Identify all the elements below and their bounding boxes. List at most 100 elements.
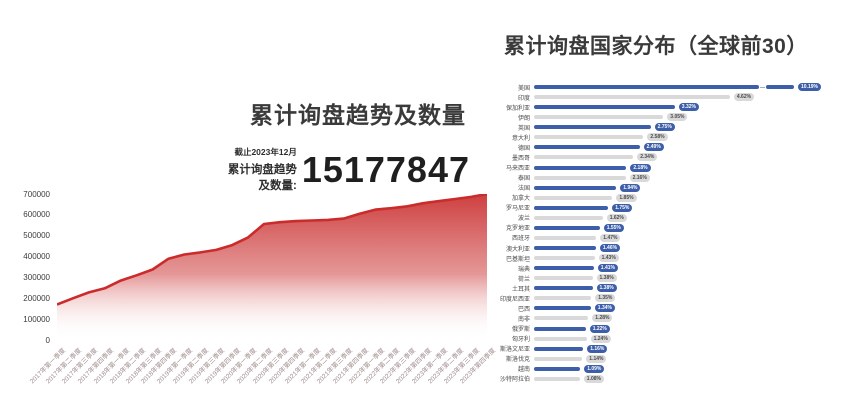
country-value-badge: 1.47% — [600, 233, 621, 242]
country-bar-row: 墨西哥 2.34% — [490, 153, 850, 162]
country-bar-row: 印度尼西亚 1.35% — [490, 294, 850, 303]
country-label: 意大利 — [511, 135, 530, 142]
country-bar-row: 美国 10.19% — [490, 83, 850, 92]
country-bar — [534, 175, 626, 180]
country-bar — [534, 95, 730, 100]
country-label: 沙特阿拉伯 — [499, 377, 530, 384]
country-bar — [534, 366, 581, 371]
country-value-badge: 1.75% — [612, 203, 633, 212]
country-label: 斯洛文尼亚 — [499, 347, 530, 354]
country-bar-segment — [534, 85, 759, 89]
country-value-badge: 1.28% — [592, 314, 613, 323]
country-bar — [534, 205, 609, 210]
stats-as-of-date: 截止2023年12月 — [234, 147, 297, 157]
country-bar — [534, 336, 587, 341]
country-label: 斯洛伐克 — [505, 357, 530, 364]
bar-break-icon — [759, 85, 766, 89]
country-value-badge: 3.05% — [667, 113, 688, 122]
country-value-badge: 2.58% — [647, 133, 668, 142]
country-bar — [534, 165, 627, 170]
country-bar — [534, 105, 675, 110]
country-bar — [534, 145, 640, 150]
country-label: 伊朗 — [517, 115, 530, 122]
country-label: 法国 — [517, 186, 530, 193]
trend-y-tick: 300000 — [23, 272, 50, 282]
country-label: 德国 — [517, 145, 530, 152]
country-label: 印度尼西亚 — [499, 296, 530, 303]
country-value-badge: 2.75% — [654, 123, 675, 132]
country-label: 荷兰 — [517, 276, 530, 283]
country-label: 土耳其 — [511, 286, 530, 293]
country-label: 英国 — [517, 125, 530, 132]
country-bar-row: 巴基斯坦 1.43% — [490, 254, 850, 263]
country-bar-row: 越南 1.09% — [490, 364, 850, 373]
country-bar-row: 斯洛文尼亚 1.16% — [490, 344, 850, 354]
country-bar — [534, 286, 593, 291]
country-label: 巴基斯坦 — [505, 256, 530, 263]
trend-area-fill — [57, 194, 487, 340]
trend-y-tick: 700000 — [23, 189, 50, 199]
trend-y-tick: 0 — [45, 335, 50, 345]
country-value-badge: 1.43% — [598, 254, 619, 263]
country-bar — [534, 155, 634, 160]
country-value-badge: 3.32% — [678, 103, 699, 112]
trend-chart-title: 累计询盘趋势及数量 — [250, 102, 466, 128]
country-bar-row: 保加利亚 3.32% — [490, 103, 850, 112]
country-label: 美国 — [517, 85, 530, 92]
country-bar — [534, 185, 617, 190]
country-bar-row: 伊朗 3.05% — [490, 113, 850, 122]
country-bar — [534, 256, 595, 261]
country-bar-row: 俄罗斯 1.22% — [490, 324, 850, 333]
country-bar-row: 土耳其 1.38% — [490, 284, 850, 293]
country-label: 巴西 — [517, 306, 530, 313]
country-bar — [534, 266, 594, 271]
country-bar — [534, 306, 591, 311]
country-bar — [534, 376, 580, 381]
country-bar — [534, 215, 603, 220]
country-value-badge: 2.16% — [629, 173, 650, 182]
trend-y-tick: 100000 — [23, 314, 50, 324]
trend-y-tick: 600000 — [23, 210, 50, 220]
country-label: 泰国 — [517, 176, 530, 183]
country-bar-row: 马来西亚 2.18% — [490, 163, 850, 172]
country-value-badge: 1.22% — [589, 324, 610, 333]
country-bar-row: 泰国 2.16% — [490, 173, 850, 183]
country-value-badge: 1.16% — [587, 344, 608, 353]
country-value-badge: 4.62% — [733, 93, 755, 102]
country-bar — [534, 115, 664, 120]
country-bar — [534, 276, 593, 281]
country-value-badge: 1.09% — [584, 364, 605, 373]
country-bar-row: 意大利 2.58% — [490, 133, 850, 142]
country-label: 澳大利亚 — [505, 246, 530, 253]
stats-captions: 截止2023年12月 累计询盘趋势及数量: — [225, 146, 297, 193]
country-value-badge: 1.34% — [594, 304, 615, 313]
country-value-badge: 1.55% — [603, 223, 624, 232]
country-bar-row: 澳大利亚 1.46% — [490, 244, 850, 253]
country-bar-segment — [766, 85, 794, 89]
country-value-badge: 1.14% — [586, 354, 607, 363]
country-value-badge: 1.41% — [597, 264, 618, 273]
country-value-badge: 1.38% — [596, 274, 617, 283]
country-bar-row: 荷兰 1.38% — [490, 274, 850, 283]
country-value-badge: 10.19% — [798, 83, 821, 91]
country-bar-row: 印度 4.62% — [490, 93, 850, 102]
country-bar-row: 德国 2.49% — [490, 143, 850, 152]
country-bar-row: 加拿大 1.85% — [490, 193, 850, 202]
country-bar — [534, 316, 589, 321]
country-value-badge: 2.18% — [630, 163, 651, 172]
country-bar-row: 瑞典 1.41% — [490, 264, 850, 273]
country-bar-row: 匈牙利 1.24% — [490, 334, 850, 343]
trend-y-tick: 200000 — [23, 293, 50, 303]
country-bar — [534, 125, 651, 130]
country-bar — [534, 326, 586, 331]
country-label: 印度 — [517, 95, 530, 102]
trend-y-tick: 400000 — [23, 252, 50, 262]
country-bar-row: 斯洛伐克 1.14% — [490, 354, 850, 364]
country-value-badge: 1.24% — [590, 334, 611, 343]
country-label: 克罗地亚 — [505, 226, 530, 233]
trend-area-chart — [57, 194, 487, 340]
trend-y-tick: 500000 — [23, 231, 50, 241]
stats-label: 累计询盘趋势及数量: — [227, 164, 297, 192]
country-value-badge: 1.38% — [596, 284, 617, 293]
country-bar — [534, 225, 600, 230]
